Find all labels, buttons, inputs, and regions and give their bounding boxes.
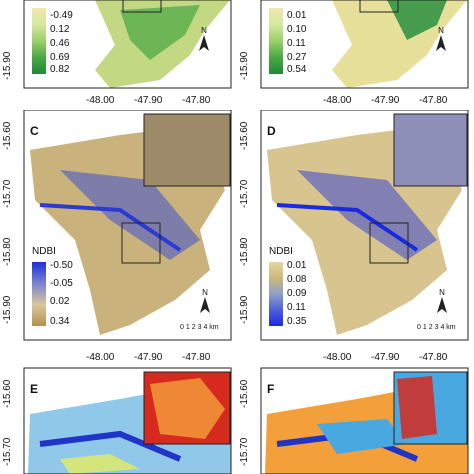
panel-f: F [237, 364, 474, 474]
x-tick: -48.00 [323, 352, 352, 363]
map-e [23, 367, 232, 474]
y-tick: -15.70 [2, 179, 13, 208]
panel-b: 0.01 0.10 0.11 0.27 0.54 N [237, 0, 474, 92]
legend-title: NDBI [269, 246, 293, 257]
legend-value: 0.01 [287, 260, 307, 271]
north-arrow: N [196, 26, 212, 53]
legend-value: 0.08 [287, 274, 307, 285]
legend-value: 0.11 [287, 302, 306, 313]
x-tick: -47.80 [419, 95, 448, 106]
map-f [260, 367, 469, 474]
legend-value: 0.01 [287, 10, 307, 21]
map-c [23, 110, 232, 341]
y-tick: -15.90 [239, 51, 250, 80]
panel-c: C NDBI -0.50 -0.05 0.02 0.34 N 0 1 2 3 4… [0, 110, 237, 345]
x-tick: -47.80 [182, 352, 211, 363]
map-a [23, 0, 232, 89]
y-tick: -15.70 [239, 437, 250, 466]
legend-value: 0.27 [287, 52, 307, 63]
y-tick: -15.70 [2, 437, 13, 466]
legend-value: 0.12 [50, 24, 70, 35]
y-tick: -15.70 [239, 179, 250, 208]
legend-value: -0.49 [50, 10, 73, 21]
panel-d: D NDBI 0.01 0.08 0.09 0.11 0.35 N 0 1 2 … [237, 110, 474, 345]
legend-value: 0.34 [50, 316, 70, 327]
north-arrow: N [433, 26, 449, 53]
y-tick: -15.90 [2, 295, 13, 324]
x-tick: -47.80 [182, 95, 211, 106]
panel-e: E [0, 364, 237, 474]
legend-c: NDBI -0.50 -0.05 0.02 0.34 [32, 246, 73, 327]
y-tick: -15.90 [239, 295, 250, 324]
map-d [260, 110, 469, 341]
legend-title: NDBI [32, 246, 56, 257]
legend-value: 0.54 [287, 64, 307, 75]
y-tick: -15.60 [2, 121, 13, 150]
x-tick: -47.80 [419, 352, 448, 363]
x-tick: -47.90 [134, 352, 163, 363]
legend-value: 0.11 [287, 38, 306, 49]
x-tick: -47.90 [134, 95, 163, 106]
panel-label: D [267, 124, 276, 138]
scale-bar: 0 1 2 3 4 km [180, 324, 219, 331]
north-arrow: N [197, 288, 213, 315]
x-tick: -47.90 [371, 352, 400, 363]
legend-value: 0.10 [287, 24, 307, 35]
legend-value: 0.02 [50, 296, 70, 307]
panel-label: C [30, 124, 39, 138]
legend-d: NDBI 0.01 0.08 0.09 0.11 0.35 [269, 246, 306, 327]
legend-value: 0.82 [50, 64, 70, 75]
legend-value: 0.09 [287, 288, 307, 299]
legend-value: -0.50 [50, 260, 73, 271]
map-b [260, 0, 469, 89]
y-tick: -15.90 [2, 51, 13, 80]
scale-bar: 0 1 2 3 4 km [417, 324, 456, 331]
panel-label: F [267, 382, 275, 396]
y-tick: -15.80 [2, 237, 13, 266]
x-tick: -47.90 [371, 95, 400, 106]
legend-value: 0.35 [287, 316, 307, 327]
y-tick: -15.60 [2, 379, 13, 408]
y-tick: -15.60 [239, 379, 250, 408]
panel-label: E [30, 382, 39, 396]
panel-a: -0.49 0.12 0.46 0.69 0.82 N [0, 0, 237, 92]
north-arrow: N [434, 288, 450, 315]
legend-value: 0.46 [50, 38, 70, 49]
legend-value: -0.05 [50, 278, 73, 289]
x-tick: -48.00 [86, 352, 115, 363]
x-tick: -48.00 [323, 95, 352, 106]
y-tick: -15.80 [239, 237, 250, 266]
legend-value: 0.69 [50, 52, 70, 63]
x-tick: -48.00 [86, 95, 115, 106]
y-tick: -15.60 [239, 121, 250, 150]
